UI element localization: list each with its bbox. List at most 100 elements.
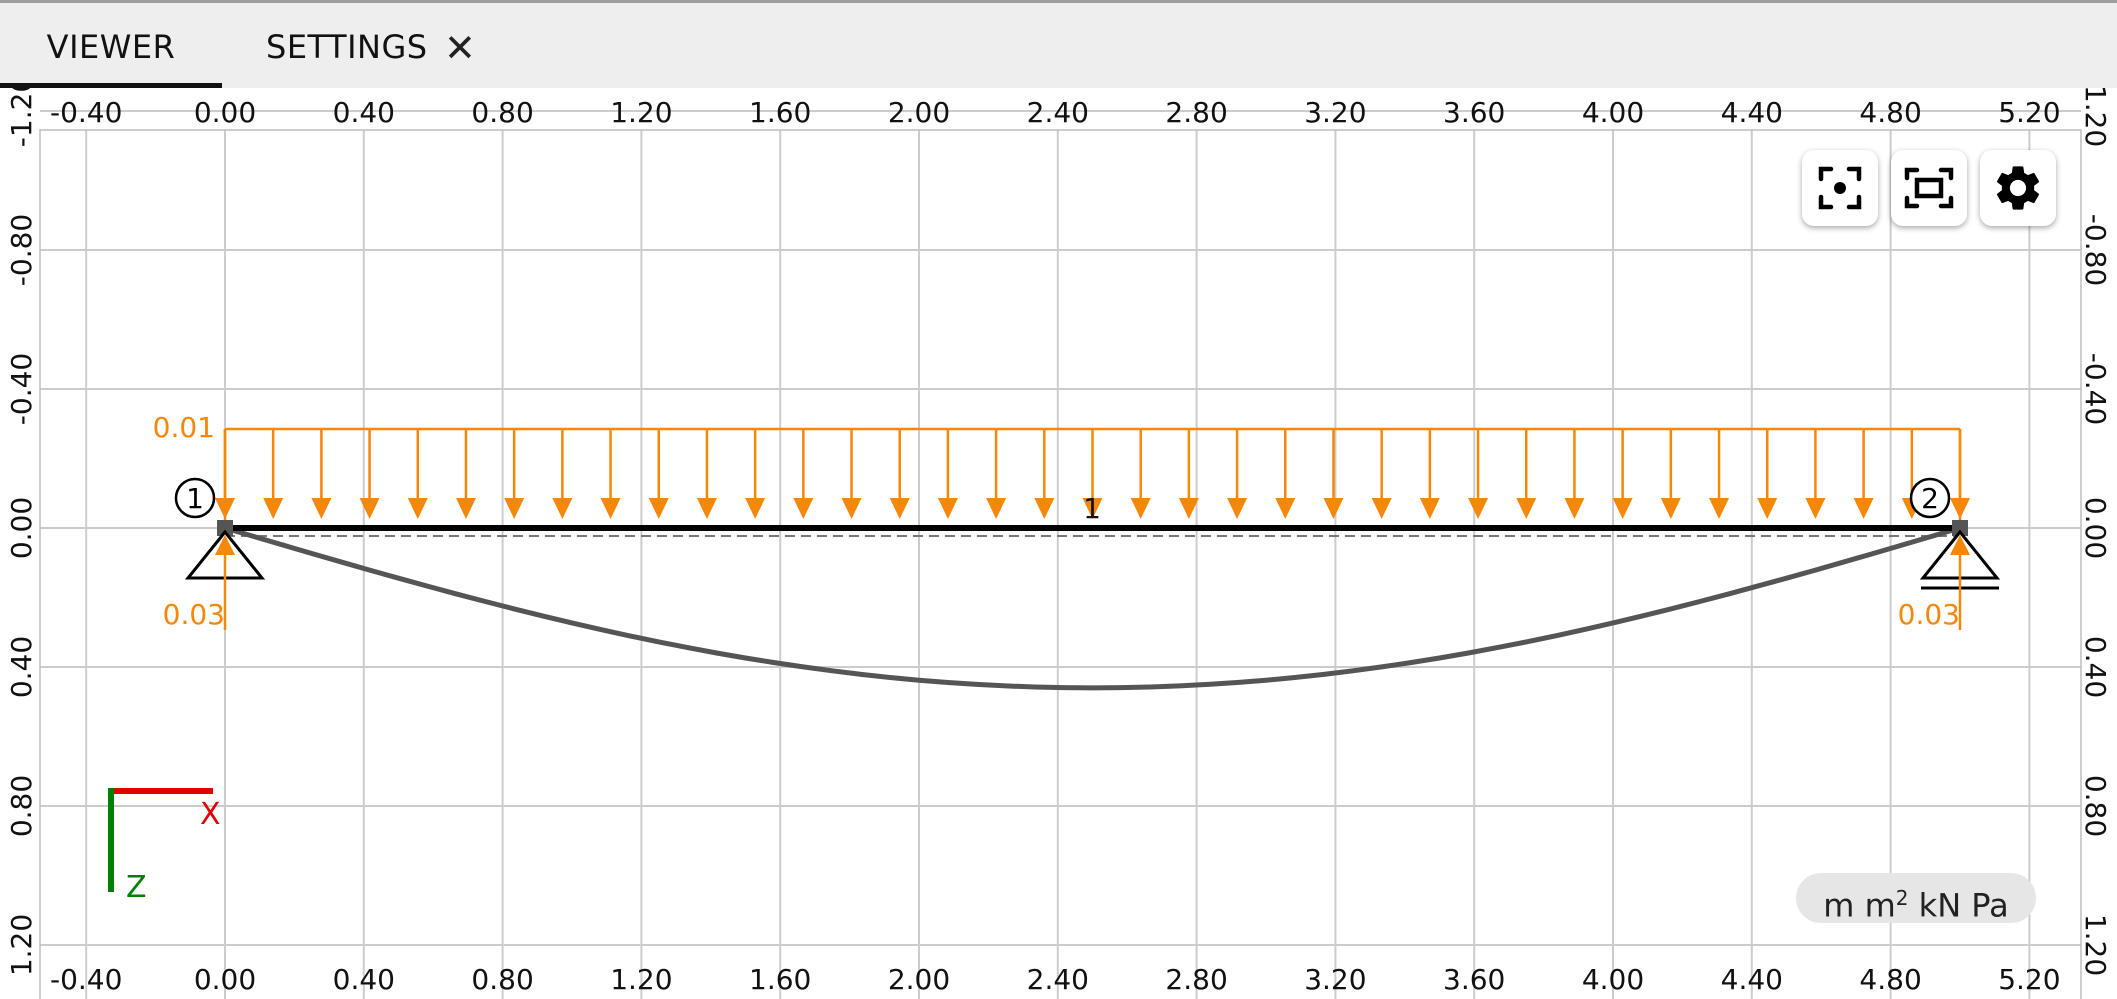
close-tab-button[interactable]: ✕ (444, 13, 476, 83)
x-tick-label-bottom: 4.00 (1582, 963, 1644, 996)
load-arrowhead (937, 498, 958, 519)
node-1-marker (174, 477, 216, 519)
load-arrowhead (1612, 498, 1633, 519)
load-arrowhead (359, 498, 380, 519)
load-arrowhead (1419, 498, 1440, 519)
close-icon: ✕ (444, 26, 476, 70)
tab-settings-label: SETTINGS (266, 28, 428, 66)
x-tick-label-bottom: 4.80 (1859, 963, 1921, 996)
x-tick-label-top: 0.00 (194, 96, 256, 129)
load-arrowhead (1275, 498, 1296, 519)
load-arrowhead (600, 498, 621, 519)
load-arrowhead (504, 498, 525, 519)
y-tick-label-right: -1.20 (2079, 88, 2112, 147)
x-tick-label-top: 4.80 (1859, 96, 1921, 129)
reaction-2-label: 0.03 (1898, 598, 1960, 631)
load-arrowhead (745, 498, 766, 519)
x-tick-label-bottom: 3.20 (1304, 963, 1366, 996)
node-2[interactable] (1952, 520, 1968, 536)
unit-area: m (1864, 886, 1896, 925)
axis-tick-labels: -0.40 -0.40 0.00 0.00 0.40 0.40 0.80 0.80 1.20 1.… (5, 88, 2112, 996)
load-arrowhead (1853, 498, 1874, 519)
x-tick-label-bottom: 1.20 (610, 963, 672, 996)
tab-settings[interactable]: SETTINGS (266, 6, 428, 88)
gear-icon (1996, 166, 2040, 210)
element-label: 1 (1083, 492, 1101, 525)
fit-to-screen-button[interactable] (1891, 150, 1967, 226)
load-arrowhead (1950, 498, 1970, 519)
load-arrowhead (841, 498, 862, 519)
distributed-load (215, 427, 1970, 520)
x-tick-label-top: 3.20 (1304, 96, 1366, 129)
y-tick-label-right: 0.00 (2079, 497, 2112, 559)
y-tick-label-right: -0.40 (2079, 353, 2112, 425)
y-tick-label-left: 0.40 (5, 636, 38, 698)
unit-length: m (1823, 886, 1855, 925)
load-arrowhead (1323, 498, 1344, 519)
z-axis-label: Z (126, 870, 147, 905)
load-arrowhead (1130, 498, 1151, 519)
tab-viewer-label: VIEWER (46, 28, 176, 66)
x-tick-label-bottom: 2.40 (1027, 963, 1089, 996)
x-tick-label-top: 0.80 (471, 96, 533, 129)
load-arrowhead (1516, 498, 1537, 519)
x-tick-label-top: 2.80 (1165, 96, 1227, 129)
load-arrowhead (1660, 498, 1681, 519)
x-tick-label-bottom: 2.00 (888, 963, 950, 996)
x-axis-label: X (200, 797, 221, 832)
load-arrowhead (311, 498, 332, 519)
x-tick-label-bottom: 3.60 (1443, 963, 1505, 996)
x-tick-label-top: 4.00 (1582, 96, 1644, 129)
node-2-label: 2 (1921, 482, 1939, 515)
y-tick-label-left: 0.00 (5, 497, 38, 559)
focus-icon (1818, 166, 1862, 210)
y-tick-label-left: 1.20 (5, 914, 38, 976)
load-arrowhead (1227, 498, 1248, 519)
unit-area-exponent: 2 (1895, 886, 1909, 910)
units-badge: m m2 kN Pa (1796, 873, 2036, 925)
deflected-shape-curve (224, 525, 1961, 691)
focus-view-button[interactable] (1802, 150, 1878, 226)
x-tick-label-top: -0.40 (50, 96, 122, 129)
grid-lines (40, 110, 2081, 999)
y-tick-label-left: 0.80 (5, 775, 38, 837)
x-tick-label-top: 1.20 (610, 96, 672, 129)
load-arrowhead (407, 498, 428, 519)
load-arrowhead (1178, 498, 1199, 519)
load-arrowhead (1564, 498, 1585, 519)
load-arrowhead (263, 498, 284, 519)
load-arrowhead (455, 498, 476, 519)
y-tick-label-right: 0.40 (2079, 636, 2112, 698)
reaction-arrow-2 (1950, 535, 1970, 630)
x-tick-label-top: 0.40 (333, 96, 395, 129)
x-tick-label-top: 4.40 (1721, 96, 1783, 129)
structure-viewer-canvas[interactable]: -0.40 -0.40 0.00 0.00 0.40 0.40 0.80 0.80 1.20 1.… (0, 88, 2117, 999)
tab-bar: VIEWER SETTINGS ✕ (0, 0, 2117, 88)
y-tick-label-left: -0.40 (5, 353, 38, 425)
load-arrowhead (1805, 498, 1826, 519)
node-2-marker (1909, 477, 1951, 519)
x-tick-label-bottom: 0.80 (471, 963, 533, 996)
x-tick-label-bottom: 2.80 (1165, 963, 1227, 996)
unit-force: kN (1918, 886, 1962, 925)
tab-viewer[interactable]: VIEWER (0, 6, 222, 88)
plot-frame (39, 129, 2082, 999)
x-tick-label-top: 5.20 (1998, 96, 2060, 129)
load-arrowhead (215, 498, 235, 519)
y-tick-label-right: 0.80 (2079, 775, 2112, 837)
x-tick-label-bottom: 1.60 (749, 963, 811, 996)
x-tick-label-bottom: 0.00 (194, 963, 256, 996)
x-tick-label-top: 2.40 (1027, 96, 1089, 129)
load-arrowhead (1709, 498, 1730, 519)
load-value-label: 0.01 (153, 411, 215, 444)
load-arrowhead (1034, 498, 1055, 519)
x-tick-label-bottom: 0.40 (333, 963, 395, 996)
settings-button[interactable] (1980, 150, 2056, 226)
load-arrowhead (1082, 498, 1103, 519)
x-tick-label-bottom: 5.20 (1998, 963, 2060, 996)
node-1[interactable] (217, 520, 233, 536)
load-arrowhead (889, 498, 910, 519)
coordinate-axes-indicator (108, 788, 213, 892)
load-arrowhead (1757, 498, 1778, 519)
load-arrowhead (552, 498, 573, 519)
